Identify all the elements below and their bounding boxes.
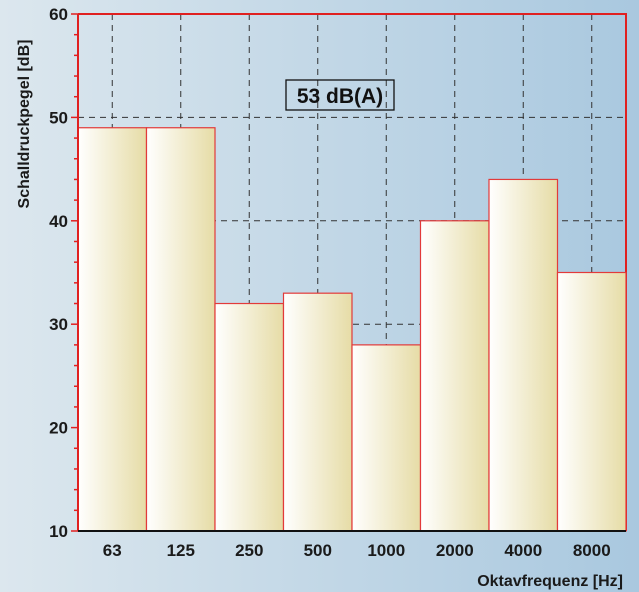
x-tick-label: 2000 [436, 541, 474, 560]
x-tick-labels: 63 125 250 500 1000 2000 4000 8000 [103, 541, 611, 560]
bar-8000 [556, 271, 627, 532]
annotation-label: 53 dB(A) [297, 85, 383, 108]
y-tick-label: 30 [49, 315, 68, 334]
x-tick-label: 8000 [573, 541, 611, 560]
y-tick-label: 40 [49, 212, 68, 231]
bars [77, 127, 627, 532]
y-axis-title: Schalldruckpegel [dB] [16, 40, 33, 209]
x-tick-label: 63 [103, 541, 122, 560]
bar-4000 [488, 178, 559, 532]
bar-2000 [419, 220, 490, 532]
x-tick-label: 250 [235, 541, 263, 560]
x-tick-label: 500 [304, 541, 332, 560]
y-tick-label: 10 [49, 522, 68, 541]
bar-250 [214, 302, 285, 532]
annotation-frame [285, 79, 395, 111]
bar-1000 [351, 344, 422, 532]
x-tick-label: 1000 [367, 541, 405, 560]
bar-500 [282, 292, 353, 532]
y-tick-label: 20 [49, 419, 68, 438]
bar-125 [145, 127, 216, 532]
x-tick-label: 125 [167, 541, 195, 560]
y-tick-labels: 10 20 30 40 50 60 [49, 5, 68, 541]
bar-63 [77, 127, 148, 532]
annotation-box: 53 dB(A) [285, 79, 395, 111]
y-tick-label: 50 [49, 108, 68, 127]
x-axis-title: Oktavfrequenz [Hz] [477, 573, 623, 590]
x-tick-label: 4000 [504, 541, 542, 560]
y-axis [71, 13, 626, 532]
y-tick-label: 60 [49, 5, 68, 24]
